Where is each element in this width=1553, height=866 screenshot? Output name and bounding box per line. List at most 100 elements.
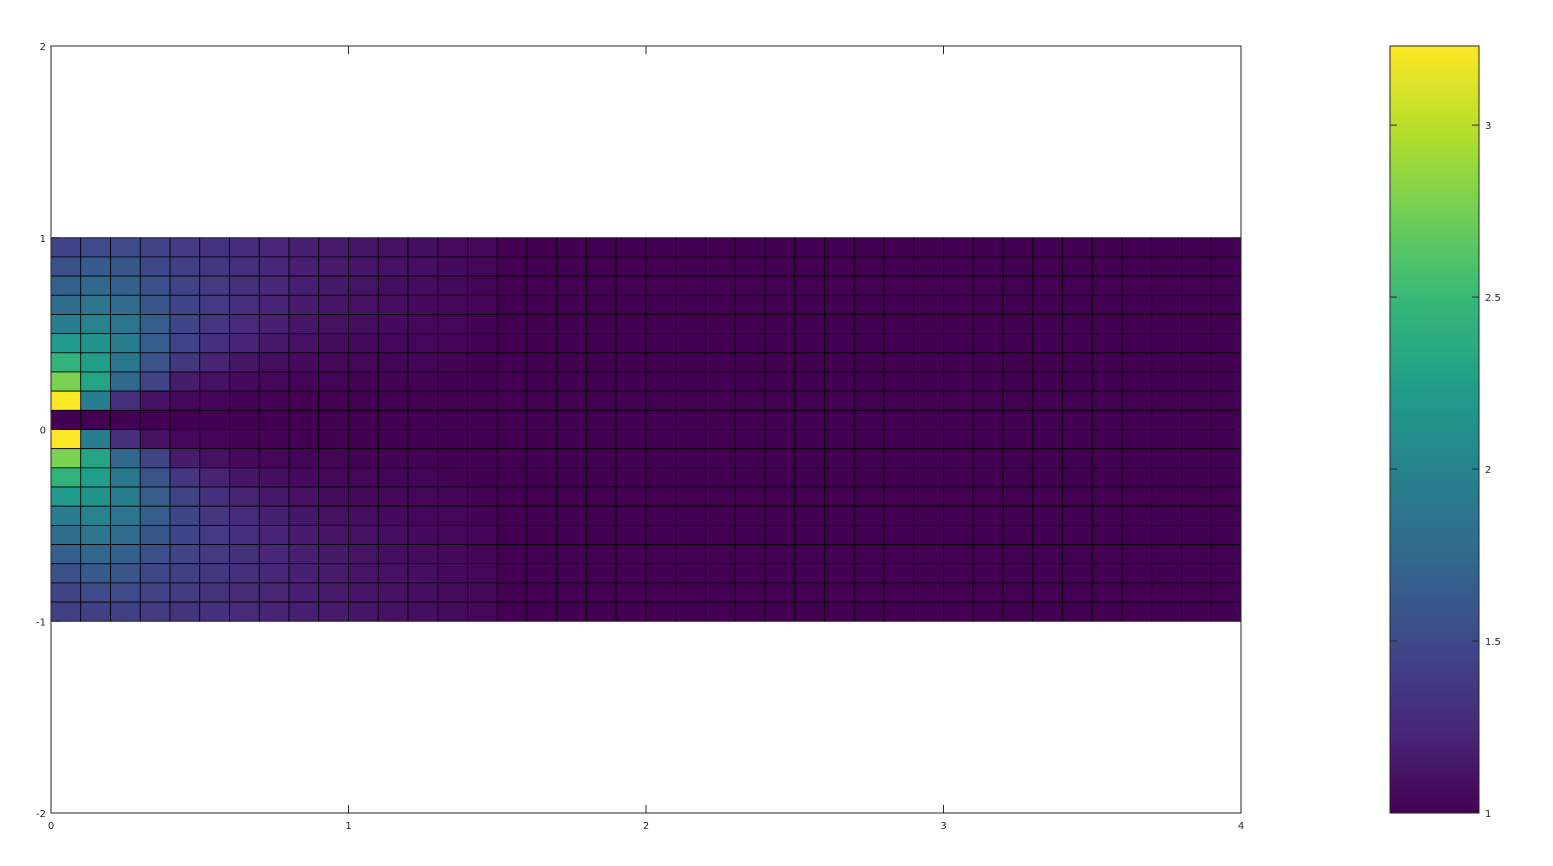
heatmap-cell bbox=[1091, 294, 1123, 315]
heatmap-cell bbox=[764, 294, 796, 315]
heatmap-cell bbox=[199, 429, 230, 450]
heatmap-cell bbox=[1121, 275, 1153, 296]
heatmap-cell bbox=[318, 237, 349, 258]
heatmap-cell bbox=[437, 333, 468, 354]
heatmap-cell bbox=[734, 409, 766, 430]
heatmap-cell bbox=[586, 448, 617, 469]
heatmap-cell bbox=[943, 371, 974, 392]
heatmap-cell bbox=[1032, 448, 1063, 469]
heatmap-cell bbox=[496, 256, 528, 277]
heatmap-cell bbox=[407, 294, 439, 315]
heatmap-cell bbox=[377, 486, 409, 507]
heatmap-cell bbox=[1032, 237, 1063, 258]
heatmap-cell bbox=[1062, 237, 1093, 258]
heatmap-cell bbox=[169, 409, 201, 430]
heatmap-cell bbox=[972, 505, 1004, 526]
heatmap-cell bbox=[110, 390, 141, 411]
heatmap-cell bbox=[80, 314, 111, 335]
heatmap-cell bbox=[615, 429, 647, 450]
heatmap-cell bbox=[645, 275, 677, 296]
heatmap-cell bbox=[199, 409, 230, 430]
heatmap-cell bbox=[1062, 601, 1093, 622]
heatmap-cell bbox=[913, 275, 944, 296]
heatmap-cell bbox=[1032, 333, 1063, 354]
heatmap-cell bbox=[943, 352, 974, 373]
axes: 0 1 2 3 4 -2 -1 0 1 2 bbox=[36, 42, 1244, 832]
heatmap-cell bbox=[705, 467, 736, 488]
heatmap-cell bbox=[943, 409, 974, 430]
heatmap-cell bbox=[110, 314, 141, 335]
heatmap-cell bbox=[50, 237, 82, 258]
heatmap-cell bbox=[734, 448, 766, 469]
heatmap-cell bbox=[318, 333, 349, 354]
heatmap-cell bbox=[348, 275, 379, 296]
heatmap-cell bbox=[1181, 352, 1212, 373]
heatmap-cell bbox=[972, 314, 1004, 335]
heatmap-cell bbox=[110, 505, 141, 526]
heatmap-cell bbox=[556, 601, 587, 622]
heatmap-cell bbox=[705, 544, 736, 565]
heatmap-cell bbox=[318, 524, 349, 545]
heatmap-cell bbox=[407, 256, 439, 277]
heatmap-cell bbox=[288, 582, 320, 603]
heatmap-cell bbox=[943, 333, 974, 354]
heatmap-cell bbox=[199, 275, 230, 296]
y-tick-label: -2 bbox=[36, 809, 46, 820]
heatmap-cell bbox=[80, 505, 111, 526]
heatmap-cell bbox=[407, 409, 439, 430]
heatmap-cell bbox=[794, 505, 825, 526]
heatmap-cell bbox=[734, 582, 766, 603]
heatmap-cell bbox=[615, 505, 647, 526]
heatmap-cell bbox=[437, 256, 468, 277]
heatmap-cell bbox=[139, 390, 171, 411]
heatmap-cell bbox=[110, 352, 141, 373]
heatmap-cell bbox=[615, 275, 647, 296]
heatmap-cell bbox=[1062, 505, 1093, 526]
heatmap-cell bbox=[943, 524, 974, 545]
heatmap-cell bbox=[80, 429, 111, 450]
heatmap-cell bbox=[1151, 314, 1182, 335]
heatmap-cell bbox=[675, 544, 706, 565]
heatmap-cell bbox=[1091, 524, 1123, 545]
heatmap-cell bbox=[199, 505, 230, 526]
heatmap-cell bbox=[1151, 275, 1182, 296]
heatmap-cell bbox=[883, 467, 915, 488]
heatmap-cell bbox=[675, 467, 706, 488]
heatmap-cell bbox=[705, 601, 736, 622]
heatmap-cell bbox=[258, 333, 290, 354]
heatmap-cell bbox=[169, 544, 201, 565]
heatmap-cell bbox=[377, 429, 409, 450]
heatmap-cell bbox=[50, 352, 82, 373]
heatmap-cell bbox=[1181, 237, 1212, 258]
heatmap-cell bbox=[1151, 467, 1182, 488]
heatmap-cell bbox=[1032, 371, 1063, 392]
heatmap-cell bbox=[110, 582, 141, 603]
heatmap-cell bbox=[526, 544, 558, 565]
heatmap-cell bbox=[705, 256, 736, 277]
heatmap-cell bbox=[467, 505, 498, 526]
heatmap-cell bbox=[1091, 314, 1123, 335]
heatmap-cell bbox=[437, 294, 468, 315]
heatmap-cell bbox=[1032, 601, 1063, 622]
heatmap-cell bbox=[675, 333, 706, 354]
heatmap-cell bbox=[1002, 544, 1034, 565]
heatmap-cell bbox=[943, 294, 974, 315]
heatmap-cell bbox=[377, 563, 409, 584]
heatmap-cell bbox=[169, 294, 201, 315]
heatmap-cell bbox=[913, 467, 944, 488]
heatmap-cell bbox=[824, 275, 855, 296]
heatmap-cell bbox=[556, 352, 587, 373]
heatmap-cell bbox=[407, 563, 439, 584]
heatmap-cell bbox=[705, 486, 736, 507]
heatmap-cell bbox=[675, 563, 706, 584]
heatmap-cell bbox=[377, 275, 409, 296]
heatmap-cell bbox=[675, 409, 706, 430]
heatmap-cell bbox=[318, 486, 349, 507]
heatmap-cell bbox=[824, 544, 855, 565]
heatmap-cell bbox=[110, 237, 141, 258]
heatmap-cell bbox=[972, 256, 1004, 277]
heatmap-cell bbox=[318, 294, 349, 315]
heatmap-cell bbox=[229, 352, 260, 373]
heatmap-cell bbox=[794, 582, 825, 603]
heatmap-cell bbox=[972, 486, 1004, 507]
